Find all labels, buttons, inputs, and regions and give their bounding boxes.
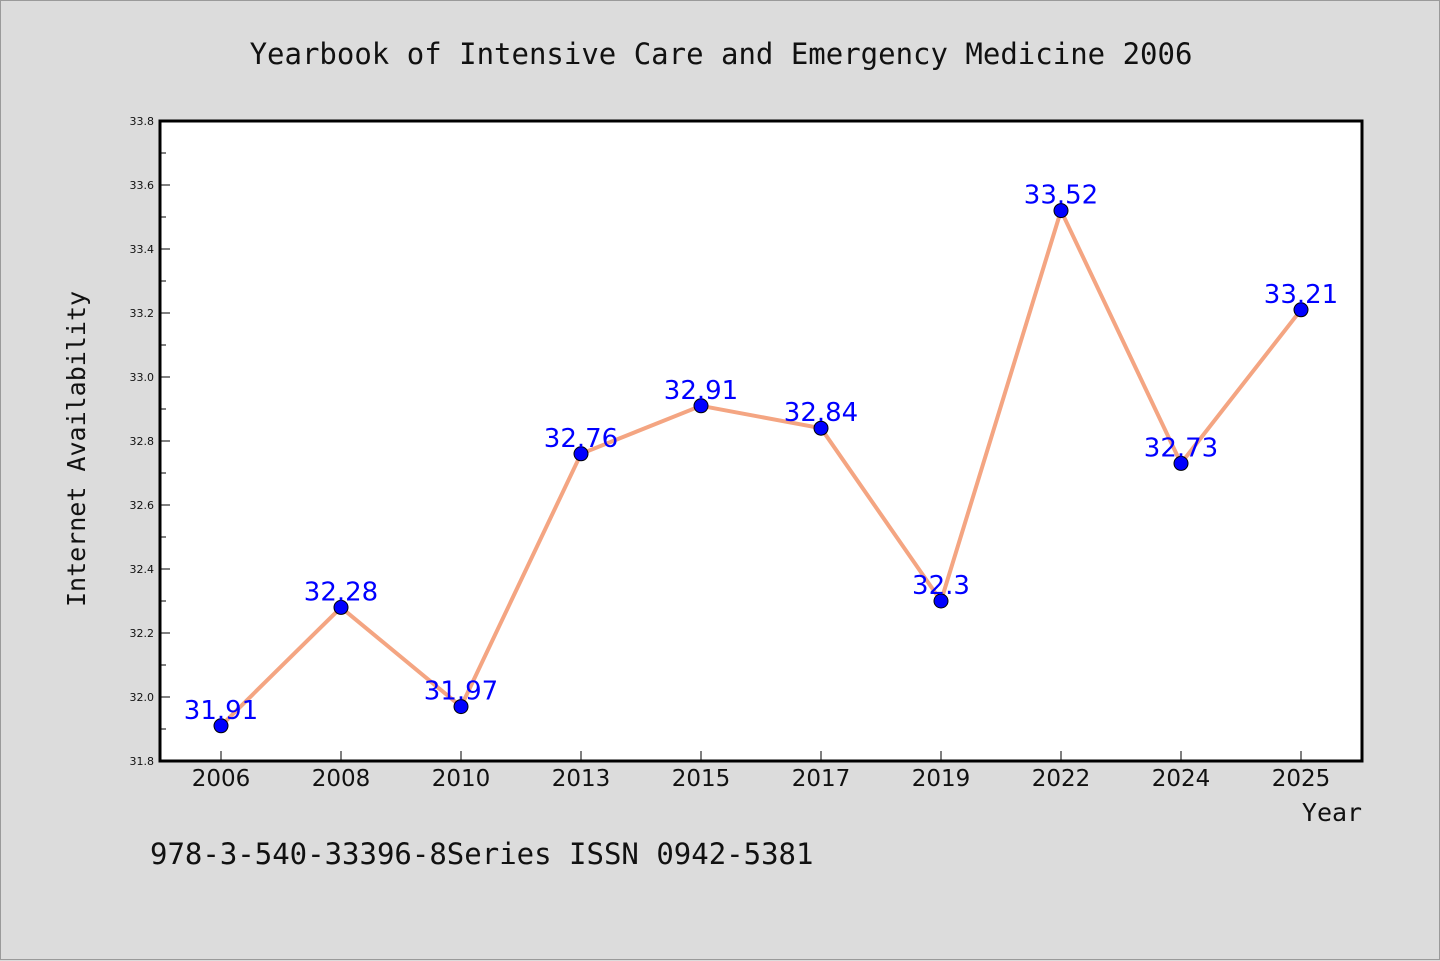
x-tick-label: 2015: [672, 766, 731, 792]
y-tick-label: 32.2: [130, 627, 155, 640]
x-tick-label: 2022: [1032, 766, 1091, 792]
data-label: 33.52: [1024, 181, 1098, 211]
y-tick-label: 32.4: [130, 563, 155, 576]
footer-text: 978-3-540-33396-8Series ISSN 0942-5381: [150, 837, 813, 871]
y-tick-label: 33.8: [130, 115, 155, 128]
data-label: 32.84: [784, 398, 858, 428]
x-tick-label: 2019: [912, 766, 971, 792]
data-label: 32.73: [1144, 433, 1218, 463]
plot-area: [158, 119, 1364, 763]
data-point: [1053, 203, 1069, 219]
series-line-group: [219, 208, 1303, 728]
x-axis-label: Year: [1302, 798, 1362, 827]
y-tick-label: 32.6: [130, 499, 155, 512]
data-point: [693, 398, 709, 414]
data-point: [213, 718, 229, 734]
data-label: 32.91: [664, 376, 738, 406]
y-tick-label: 31.8: [130, 755, 155, 768]
data-label: 33.21: [1264, 280, 1338, 310]
data-label: 31.91: [184, 696, 258, 726]
y-tick-label: 33.2: [130, 307, 155, 320]
chart-title: Yearbook of Intensive Care and Emergency…: [250, 37, 1193, 71]
y-tick-label: 33.6: [130, 179, 155, 192]
data-point: [1173, 455, 1189, 471]
data-labels-group: 31.91 32.28 31.97 32.76 32.91 32.84 32.3 33.52 3…: [184, 181, 1338, 726]
y-tick-label: 32.0: [130, 691, 155, 704]
x-tick-label: 2025: [1272, 766, 1331, 792]
data-label: 31.97: [424, 677, 498, 707]
y-tick-label: 33.0: [130, 371, 155, 384]
data-point: [453, 699, 469, 715]
data-point: [573, 446, 589, 462]
x-axis: 2006 2008 2010 2013 2015 2017 2019 2022 2024 2025: [192, 751, 1331, 792]
series-line: [219, 208, 1303, 728]
data-point: [813, 420, 829, 436]
x-tick-label: 2008: [312, 766, 371, 792]
y-axis: 31.8 32.0 32.2 32.4 32.6 32.8 33.0 33.2 33.4 33.6…: [130, 115, 170, 768]
y-tick-label: 33.4: [130, 243, 155, 256]
markers-group: [213, 203, 1309, 734]
data-point: [933, 593, 949, 609]
x-tick-label: 2017: [792, 766, 851, 792]
x-tick-label: 2013: [552, 766, 611, 792]
data-point: [1293, 302, 1309, 318]
data-label: 32.76: [544, 424, 618, 454]
y-axis-label: Internet Availability: [62, 291, 91, 607]
x-tick-label: 2024: [1152, 766, 1211, 792]
data-label: 32.3: [912, 571, 970, 601]
x-tick-label: 2010: [432, 766, 491, 792]
data-label: 32.28: [304, 577, 378, 607]
x-tick-label: 2006: [192, 766, 251, 792]
y-tick-label: 32.8: [130, 435, 155, 448]
data-point: [333, 599, 349, 615]
